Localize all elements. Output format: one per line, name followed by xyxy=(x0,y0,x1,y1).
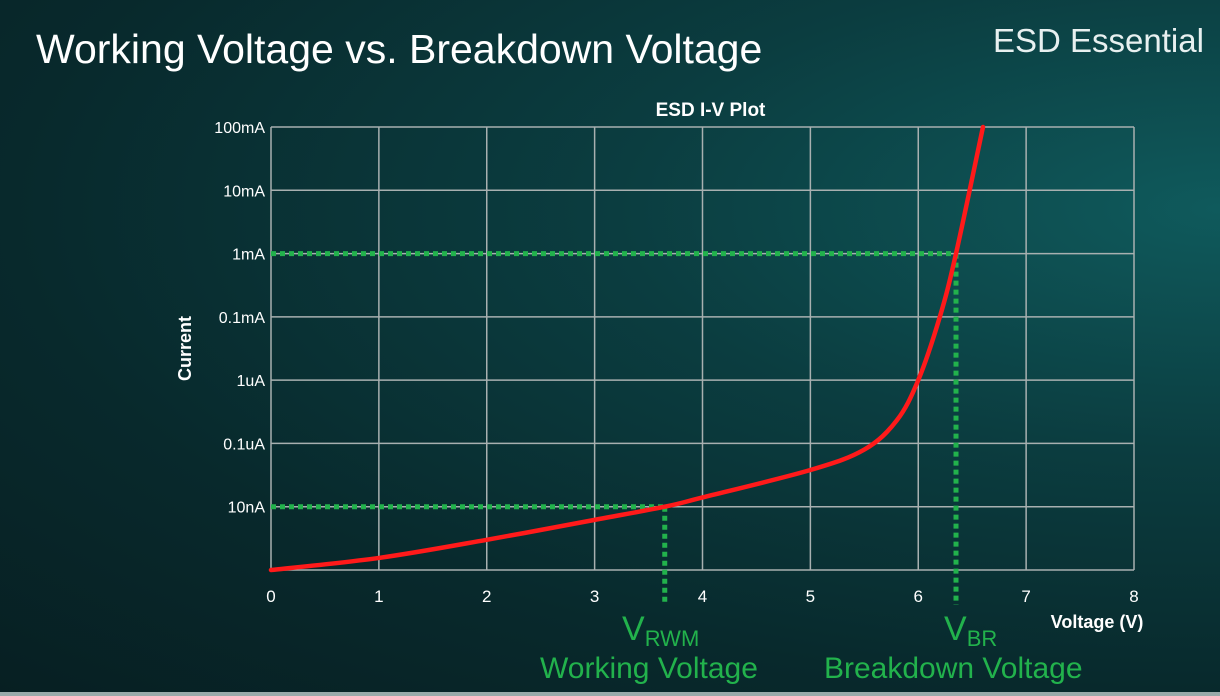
x-tick-label: 1 xyxy=(374,587,383,606)
vrwm-subscript: RWM xyxy=(644,626,700,651)
brand-logo-text: ESD Essential xyxy=(993,22,1204,59)
vbr-symbol: V xyxy=(944,610,967,648)
x-tick-label: 2 xyxy=(482,587,491,606)
y-axis-label: Current xyxy=(175,316,195,381)
slide-title: Working Voltage vs. Breakdown Voltage xyxy=(36,26,763,72)
chart-title: ESD I-V Plot xyxy=(656,100,766,121)
x-tick-label: 4 xyxy=(698,587,707,606)
x-tick-label: 0 xyxy=(266,587,275,606)
vrwm-annotation: VRWM Working Voltage xyxy=(540,610,758,686)
y-tick-label: 100mA xyxy=(214,120,265,137)
x-tick-label: 7 xyxy=(1021,587,1030,606)
y-tick-label: 10mA xyxy=(223,183,265,200)
x-axis-label: Voltage (V) xyxy=(1051,612,1144,632)
vbr-annotation: VBR Breakdown Voltage xyxy=(824,610,1083,686)
iv-curve xyxy=(268,124,986,573)
y-tick-label: 10nA xyxy=(228,500,266,517)
x-tick-label: 8 xyxy=(1129,587,1138,606)
x-tick-label: 5 xyxy=(806,587,815,606)
vrwm-label: Working Voltage xyxy=(540,652,758,685)
x-tick-label: 3 xyxy=(590,587,599,606)
slide-bottom-border xyxy=(0,692,1220,696)
x-tick-label: 6 xyxy=(914,587,923,606)
y-tick-label: 0.1mA xyxy=(219,310,266,327)
y-tick-label: 0.1uA xyxy=(223,436,265,453)
vbr-label: Breakdown Voltage xyxy=(824,652,1083,685)
vrwm-symbol: V xyxy=(622,610,645,648)
y-tick-label: 1uA xyxy=(237,373,266,390)
vbr-subscript: BR xyxy=(966,626,998,651)
y-tick-label: 1mA xyxy=(232,247,265,264)
